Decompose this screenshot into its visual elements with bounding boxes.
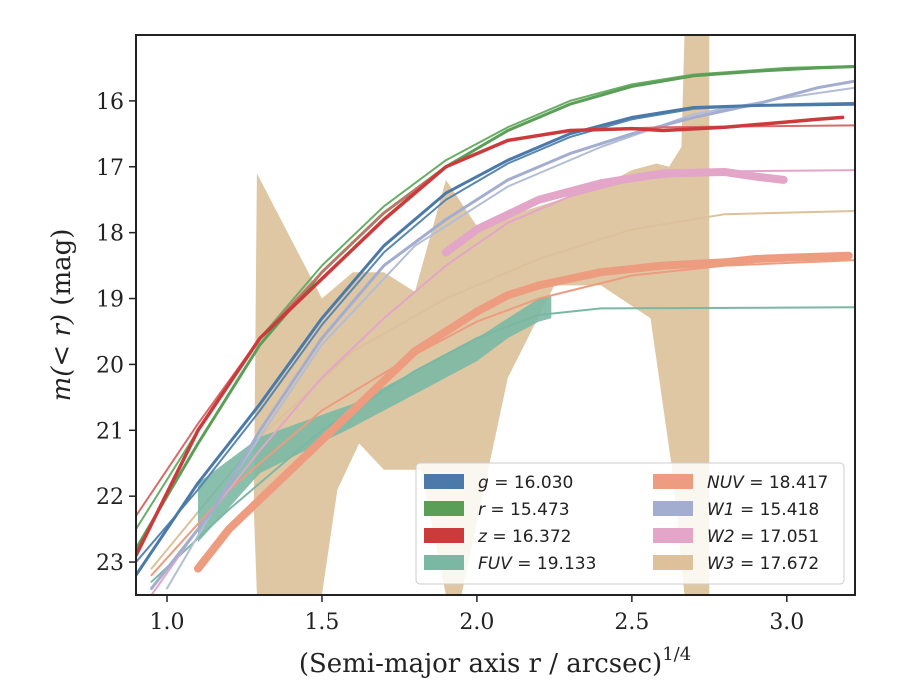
x-tick-label: 2.0 [459, 610, 494, 635]
x-tick-label: 3.0 [769, 610, 804, 635]
legend-label: FUV = 19.133 [478, 554, 596, 574]
legend-label: W2 = 17.051 [707, 527, 819, 547]
legend-swatch [653, 555, 693, 570]
y-tick-label: 17 [96, 156, 124, 181]
x-tick-label: 2.5 [614, 610, 649, 635]
legend-label: W1 = 15.418 [707, 500, 819, 520]
series-z-line [136, 115, 845, 558]
y-axis: 16 17 18 19 20 21 22 23 [96, 90, 136, 576]
y-tick-label: 22 [96, 485, 124, 510]
legend-swatch [424, 555, 464, 570]
series-NUV-line [194, 251, 853, 573]
legend-label: NUV = 18.417 [707, 473, 828, 493]
y-tick-label: 23 [96, 551, 124, 576]
y-tick-label: 19 [96, 288, 124, 313]
legend-swatch [653, 528, 693, 543]
y-axis-label: m(< r) (mag) [47, 229, 77, 402]
legend-label: r = 15.473 [478, 500, 570, 520]
x-tick-label: 1.0 [149, 610, 184, 635]
legend-box [415, 462, 845, 585]
legend: g = 16.030 r = 15.473 z = 16.372 FUV = 19.1… [415, 462, 845, 585]
y-tick-label: 20 [96, 353, 124, 378]
series-r-line [136, 65, 855, 551]
legend-swatch [653, 501, 693, 516]
series-FUV_model-line [150, 306, 855, 583]
legend-swatch [424, 528, 464, 543]
series-NUV_model-line [150, 259, 855, 577]
y-tick-label: 21 [96, 419, 124, 444]
legend-swatch [424, 501, 464, 516]
legend-label: g = 16.030 [478, 473, 573, 493]
series-W2-line [441, 168, 788, 257]
legend-swatch [424, 474, 464, 489]
x-axis-label: (Semi-major axis r / arcsec)1/4 [299, 644, 691, 679]
series-layer [136, 35, 855, 595]
series-W3-band [253, 35, 710, 595]
plot-frame [135, 34, 856, 596]
series-W3_model-line [150, 210, 855, 570]
y-tick-label: 18 [96, 222, 124, 247]
series-FUV-band [198, 295, 552, 543]
y-tick-label: 16 [96, 90, 124, 115]
x-tick-label: 1.5 [304, 610, 339, 635]
x-axis: 1.0 1.5 2.0 2.5 3.0 [149, 595, 804, 635]
legend-swatch [653, 474, 693, 489]
series-g-line [136, 102, 855, 577]
legend-label: W3 = 17.672 [707, 554, 819, 574]
legend-label: z = 16.372 [477, 527, 571, 547]
